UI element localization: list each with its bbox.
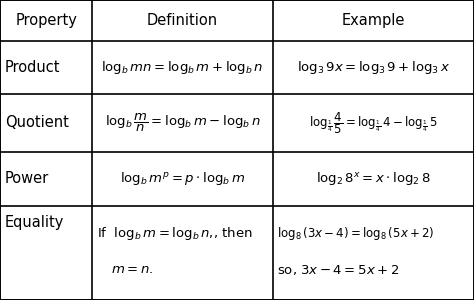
Text: $\log_b \dfrac{m}{n} = \log_b m - \log_b n$: $\log_b \dfrac{m}{n} = \log_b m - \log_b… xyxy=(105,112,260,134)
Text: Definition: Definition xyxy=(147,13,218,28)
Text: $m = n.$: $m = n.$ xyxy=(111,263,154,276)
Text: If  $\log_b m = \log_b n$,, then: If $\log_b m = \log_b n$,, then xyxy=(97,225,253,242)
Text: $\log_8(3x-4) = \log_8(5x+2)$: $\log_8(3x-4) = \log_8(5x+2)$ xyxy=(277,225,435,242)
Text: Equality: Equality xyxy=(5,214,64,230)
Text: Product: Product xyxy=(5,60,60,75)
Text: $\log_b mn = \log_b m + \log_b n$: $\log_b mn = \log_b m + \log_b n$ xyxy=(101,59,264,76)
Text: $\log_3 9x = \log_3 9 + \log_3 x$: $\log_3 9x = \log_3 9 + \log_3 x$ xyxy=(297,59,450,76)
Text: Property: Property xyxy=(15,13,77,28)
Text: Power: Power xyxy=(5,171,49,186)
Text: $\log_2 8^x = x \cdot \log_2 8$: $\log_2 8^x = x \cdot \log_2 8$ xyxy=(316,170,431,187)
Text: Quotient: Quotient xyxy=(5,116,69,130)
Text: so, $3x - 4 = 5x+2$: so, $3x - 4 = 5x+2$ xyxy=(277,263,400,277)
Text: Example: Example xyxy=(342,13,405,28)
Text: $\log_{\frac{1}{4}} \dfrac{4}{5} = \log_{\frac{1}{4}} 4 - \log_{\frac{1}{4}} 5$: $\log_{\frac{1}{4}} \dfrac{4}{5} = \log_… xyxy=(309,110,438,136)
Text: $\log_b m^p = p \cdot \log_b m$: $\log_b m^p = p \cdot \log_b m$ xyxy=(120,170,245,187)
